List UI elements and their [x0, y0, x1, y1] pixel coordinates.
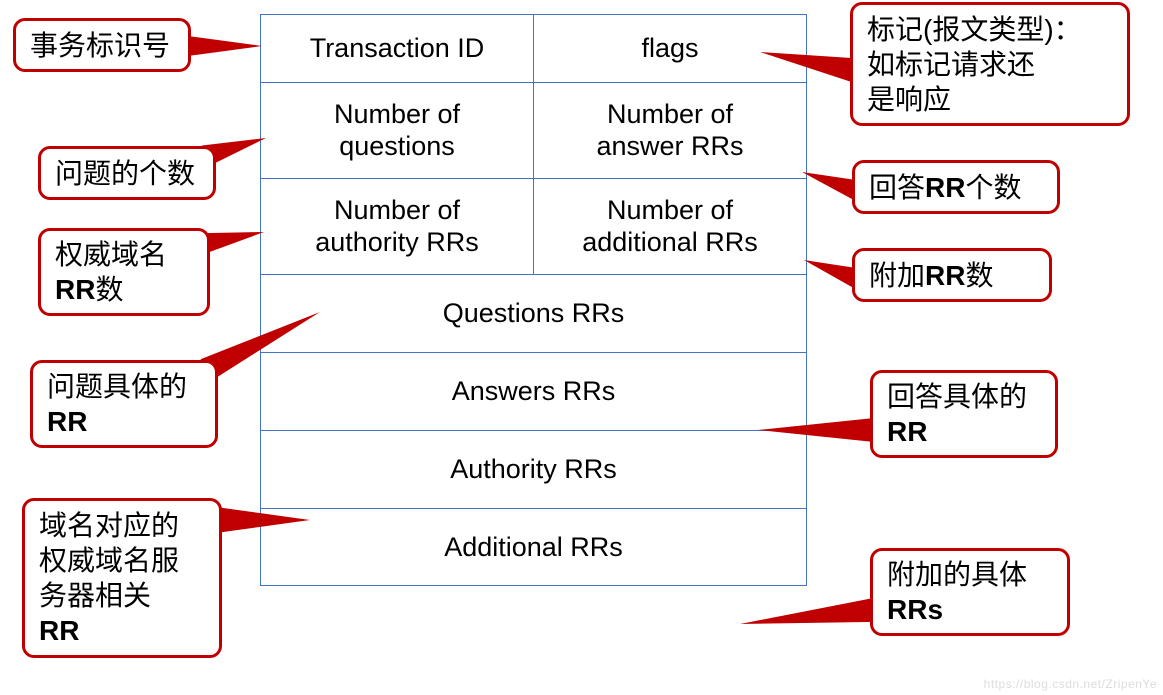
- callout-flags: 标记(报文类型)： 如标记请求还 是响应: [850, 2, 1130, 126]
- callout-label: 标记(报文类型)： 如标记请求还 是响应: [867, 12, 1082, 117]
- callout-answers-rrs: 回答具体的RR: [870, 370, 1058, 458]
- diagram-stage: Transaction IDflagsNumber of questionsNu…: [0, 0, 1163, 695]
- callout-num-questions: 问题的个数: [38, 146, 216, 200]
- callout-label: 权威域名RR数: [55, 237, 167, 307]
- table-cell: Additional RRs: [261, 508, 807, 586]
- table-cell: Authority RRs: [261, 430, 807, 508]
- table-cell: Transaction ID: [261, 14, 534, 82]
- callout-label: 域名对应的权威域名服务器相关RR: [39, 508, 179, 648]
- table-cell: Number of authority RRs: [261, 178, 534, 274]
- table-cell: Number of questions: [261, 82, 534, 178]
- callout-questions-rrs: 问题具体的RR: [30, 360, 218, 448]
- table-cell: Number of additional RRs: [534, 178, 807, 274]
- table-cell: Number of answer RRs: [534, 82, 807, 178]
- callout-additional-rrs: 附加的具体RRs: [870, 548, 1070, 636]
- callout-label: 事务标识号: [30, 28, 170, 63]
- callout-label: 问题具体的RR: [47, 369, 187, 439]
- callout-label: 附加的具体RRs: [887, 557, 1027, 627]
- callout-transaction-id: 事务标识号: [13, 18, 191, 72]
- callout-num-additional-rrs: 附加RR数: [852, 248, 1052, 302]
- callout-num-answer-rrs: 回答RR个数: [852, 160, 1060, 214]
- callout-authority-rrs: 域名对应的权威域名服务器相关RR: [22, 498, 222, 658]
- watermark: https://blog.csdn.net/ZripenYe: [984, 677, 1157, 691]
- callout-label: 回答RR个数: [869, 170, 1021, 205]
- callout-label: 回答具体的RR: [887, 379, 1027, 449]
- callout-label: 附加RR数: [869, 258, 993, 293]
- callout-num-authority-rrs: 权威域名RR数: [38, 228, 210, 316]
- callout-label: 问题的个数: [55, 156, 195, 191]
